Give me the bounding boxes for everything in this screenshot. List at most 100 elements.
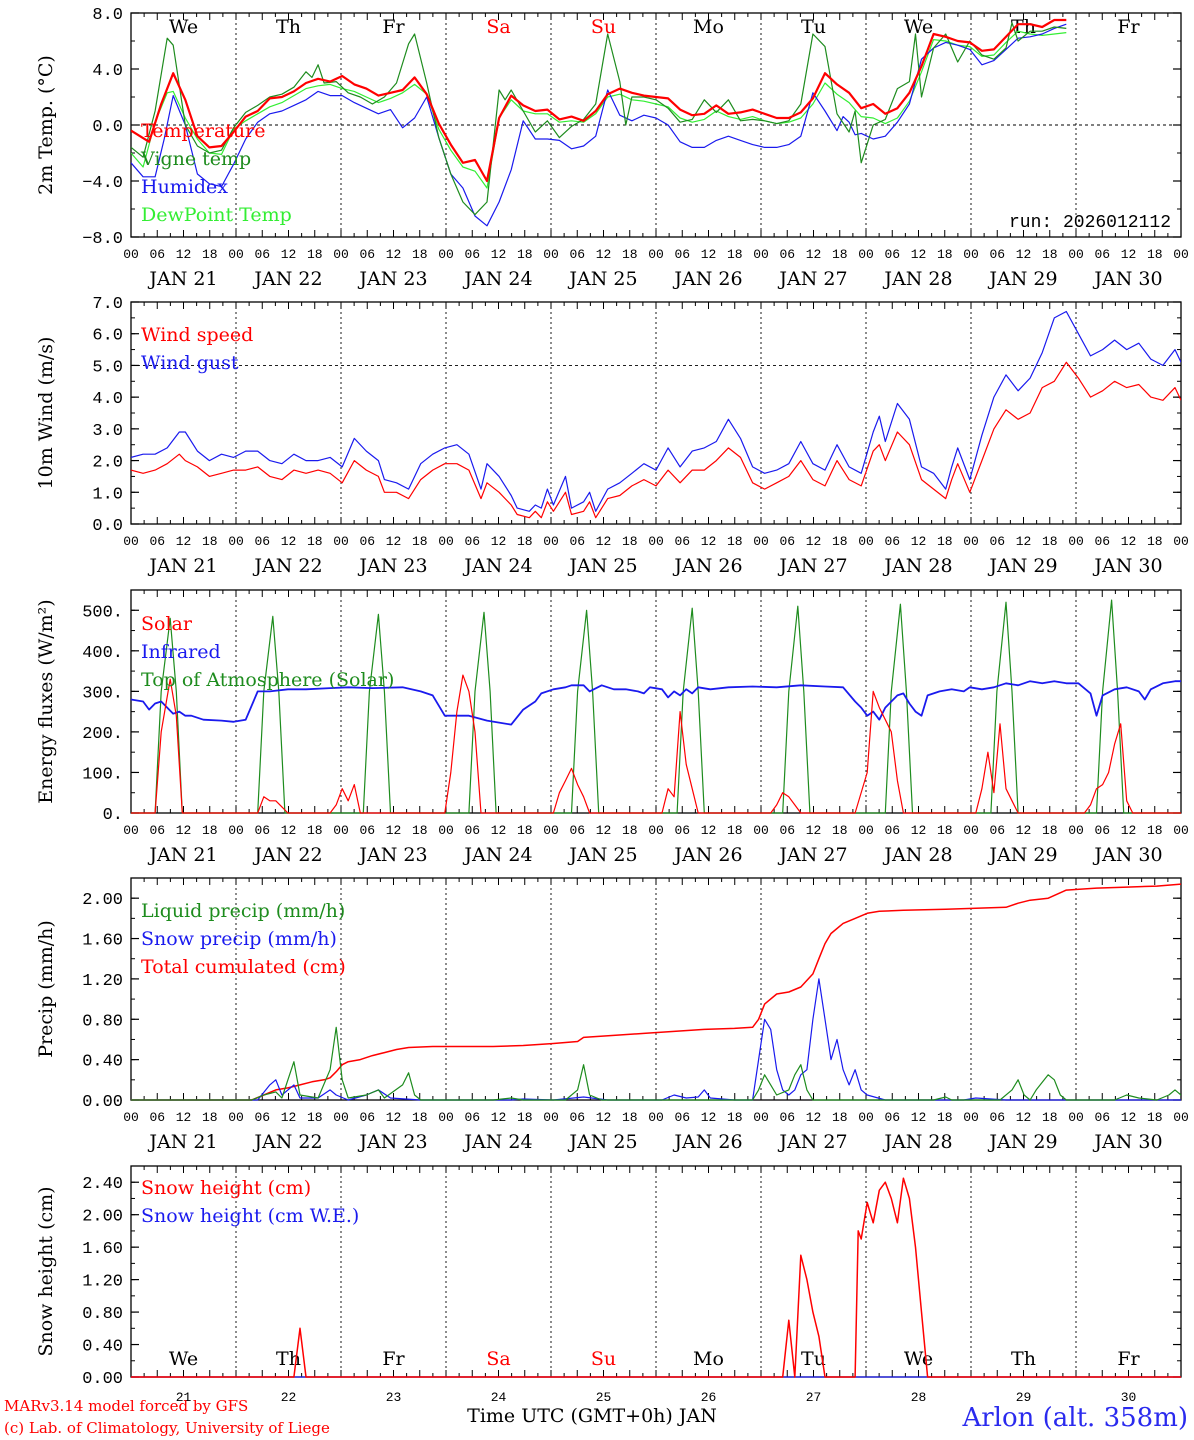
hour-tick-label: 18 [622, 534, 638, 549]
hour-tick-label: 06 [989, 1110, 1005, 1125]
hour-tick-label: 12 [1016, 247, 1032, 262]
hour-tick-label: 06 [464, 823, 480, 838]
date-label: JAN 24 [462, 844, 532, 866]
hour-tick-label: 06 [254, 823, 270, 838]
hour-tick-label: 12 [1016, 1110, 1032, 1125]
date-label: JAN 28 [882, 844, 952, 866]
series-line-infrared [131, 680, 1181, 726]
hour-tick-label: 12 [596, 823, 612, 838]
hour-tick-label: 00 [543, 1110, 559, 1125]
hour-tick-label: 06 [569, 823, 585, 838]
y-tick-label: 2.00 [82, 891, 123, 910]
hour-tick-label: 00 [543, 823, 559, 838]
hour-tick-label: 12 [911, 534, 927, 549]
hour-tick-label: 00 [333, 534, 349, 549]
precip-series [131, 883, 1181, 1101]
hour-tick-label: 06 [779, 1110, 795, 1125]
hour-tick-label: 06 [464, 247, 480, 262]
date-label: JAN 30 [1092, 268, 1162, 290]
hour-tick-label: 06 [359, 1110, 375, 1125]
hour-tick-label: 06 [884, 247, 900, 262]
hour-tick-label: 12 [701, 534, 717, 549]
hour-tick-label: 06 [989, 823, 1005, 838]
hour-tick-label: 00 [438, 247, 454, 262]
hour-tick-label: 12 [176, 247, 192, 262]
y-tick-label: 0.80 [82, 1305, 123, 1324]
weekday-label: Mo [693, 1348, 724, 1370]
y-tick-label: 1.20 [82, 972, 123, 991]
hour-tick-label: 00 [228, 823, 244, 838]
y-tick-label: 0.40 [82, 1053, 123, 1072]
hour-tick-label: 00 [123, 1110, 139, 1125]
y-tick-label: 0.80 [82, 1012, 123, 1031]
weekday-label: Sa [486, 16, 510, 38]
hour-tick-label: 06 [569, 534, 585, 549]
date-label: JAN 27 [777, 844, 847, 866]
date-label: JAN 25 [567, 555, 637, 577]
hour-tick-label: 06 [884, 1110, 900, 1125]
y-tick-label: 7.0 [92, 295, 123, 314]
legend-entry: Temperature [141, 120, 265, 142]
station-name: Arlon (alt. 358m) [961, 1403, 1188, 1433]
hour-tick-label: 00 [543, 247, 559, 262]
y-axis-title: 2m Temp. (°C) [35, 55, 57, 195]
y-tick-label: 5.0 [92, 358, 123, 377]
hour-tick-label: 18 [1042, 823, 1058, 838]
date-label: JAN 22 [252, 844, 322, 866]
hour-tick-label: 00 [228, 247, 244, 262]
date-label: JAN 21 [147, 1131, 217, 1153]
hour-tick-label: 12 [1121, 823, 1137, 838]
hour-tick-label: 00 [648, 823, 664, 838]
weekday-label: We [904, 1348, 933, 1370]
date-label: JAN 23 [357, 844, 427, 866]
hour-tick-label: 18 [307, 534, 323, 549]
legend-entry: Top of Atmosphere (Solar) [141, 669, 394, 691]
date-label: JAN 26 [672, 268, 742, 290]
series-line-dewpoint-temp [131, 30, 1067, 189]
date-label: JAN 28 [882, 268, 952, 290]
hour-tick-label: 12 [491, 1110, 507, 1125]
hour-tick-label: 00 [963, 247, 979, 262]
hour-tick-label: 18 [727, 823, 743, 838]
hour-tick-label: 18 [1042, 534, 1058, 549]
hour-tick-label: 00 [858, 823, 874, 838]
day-number-label: 21 [176, 1390, 192, 1405]
hour-tick-label: 00 [753, 1110, 769, 1125]
hour-tick-label: 00 [648, 1110, 664, 1125]
wind-panel: 0.0 1.0 2.0 3.0 4.0 5.0 6.0 7.0 10m Wind (m/s) 00… [35, 295, 1189, 577]
hour-tick-label: 06 [989, 534, 1005, 549]
hour-tick-label: 06 [359, 534, 375, 549]
y-tick-label: 2.00 [82, 1208, 123, 1227]
date-label: JAN 26 [672, 1131, 742, 1153]
hour-tick-label: 06 [674, 1110, 690, 1125]
y-axis-title: 10m Wind (m/s) [35, 337, 57, 490]
hour-tick-label: 18 [202, 1110, 218, 1125]
y-tick-label: 0.40 [82, 1338, 123, 1357]
hour-tick-label: 00 [438, 823, 454, 838]
hour-tick-label: 00 [123, 534, 139, 549]
hour-tick-label: 18 [517, 534, 533, 549]
hour-tick-label: 00 [753, 247, 769, 262]
hour-tick-label: 12 [281, 534, 297, 549]
weekday-label: Fr [1117, 1348, 1140, 1370]
hour-tick-label: 06 [464, 1110, 480, 1125]
date-label: JAN 22 [252, 555, 322, 577]
hour-tick-label: 00 [228, 1110, 244, 1125]
hour-tick-label: 00 [648, 534, 664, 549]
hour-tick-label: 18 [622, 247, 638, 262]
weekday-label: We [169, 16, 198, 38]
day-number-label: 27 [806, 1390, 822, 1405]
legend-entry: Total cumulated (cm) [141, 956, 346, 978]
hour-tick-label: 18 [517, 1110, 533, 1125]
hour-tick-label: 12 [491, 247, 507, 262]
y-tick-label: 1.20 [82, 1273, 123, 1292]
series-line-wind-gust [131, 310, 1181, 512]
day-number-label: 29 [1016, 1390, 1032, 1405]
weekday-label: Su [591, 16, 616, 38]
precip-panel: 0.00 0.40 0.80 1.20 1.60 2.00 Precip (mm/h) 00 0… [35, 877, 1189, 1153]
hour-tick-label: 00 [963, 823, 979, 838]
y-axis-title: Energy fluxes (W/m²) [35, 599, 57, 803]
energy-series [131, 599, 1181, 814]
y-tick-label: 0.00 [82, 1093, 123, 1112]
day-number-label: 30 [1121, 1390, 1137, 1405]
